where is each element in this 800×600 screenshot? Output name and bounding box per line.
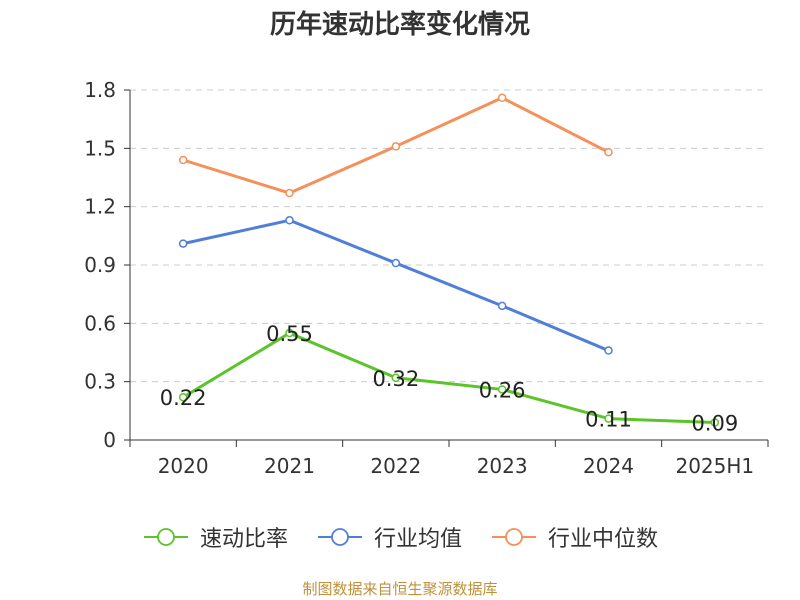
data-point bbox=[391, 373, 401, 383]
data-point bbox=[604, 414, 613, 423]
data-point bbox=[178, 239, 188, 248]
data-point bbox=[497, 385, 507, 394]
legend-label: 速动比率 bbox=[199, 527, 288, 552]
data-label: 0.11 bbox=[585, 408, 632, 432]
y-tick-label: 0 bbox=[103, 428, 116, 452]
legend: 速动比率 行业均值 行业中位数 bbox=[0, 519, 800, 555]
series-line-0 bbox=[182, 331, 715, 424]
series-line-1 bbox=[182, 218, 610, 352]
source-footer: 制图数据来自恒生聚源数据库 bbox=[302, 580, 498, 598]
data-point bbox=[604, 147, 613, 157]
axes: 0 0.3 0.6 0.9 1.2 1.5 1.8 2020 2021 2022 2023 2024 2… bbox=[84, 78, 769, 478]
x-tick-label: 2021 bbox=[264, 454, 315, 478]
data-point bbox=[178, 155, 188, 165]
data-point bbox=[391, 142, 401, 151]
x-tick-label: 2025H1 bbox=[675, 454, 754, 478]
x-tick-label: 2024 bbox=[583, 454, 634, 478]
data-point bbox=[497, 301, 507, 311]
legend-item[interactable]: 行业均值 bbox=[316, 521, 462, 553]
data-label: 0.32 bbox=[372, 367, 419, 391]
x-tick-label: 2020 bbox=[158, 454, 209, 478]
data-point bbox=[178, 392, 188, 402]
y-tick-label: 1.5 bbox=[84, 136, 116, 160]
data-point bbox=[604, 346, 613, 355]
data-point bbox=[391, 258, 401, 268]
series-lines bbox=[178, 93, 720, 427]
data-point bbox=[285, 188, 294, 198]
data-label: 0.22 bbox=[160, 386, 207, 410]
legend-item[interactable]: 速动比率 bbox=[142, 521, 288, 553]
legend-marker-icon bbox=[492, 528, 536, 546]
legend-circle bbox=[505, 528, 523, 546]
data-point bbox=[497, 93, 507, 103]
data-label: 0.09 bbox=[691, 412, 738, 436]
chart-title: 历年速动比率变化情况 bbox=[269, 10, 530, 40]
legend-item[interactable]: 行业中位数 bbox=[490, 521, 658, 553]
y-tick-label: 0.3 bbox=[84, 370, 116, 394]
y-tick-label: 1.2 bbox=[84, 195, 116, 219]
data-point bbox=[285, 216, 294, 225]
data-label: 0.26 bbox=[479, 378, 526, 402]
legend-label: 行业中位数 bbox=[548, 527, 659, 552]
legend-circle bbox=[157, 528, 175, 546]
data-point bbox=[285, 328, 294, 338]
grid-lines bbox=[130, 89, 768, 383]
x-tick-label: 2023 bbox=[477, 454, 528, 478]
data-point bbox=[710, 418, 720, 427]
x-tick-label: 2022 bbox=[370, 454, 421, 478]
legend-marker-icon bbox=[317, 528, 362, 546]
data-labels: 0.22 0.55 0.32 0.26 0.11 0.09 bbox=[160, 322, 738, 435]
y-tick-label: 1.8 bbox=[84, 78, 116, 102]
legend-label: 行业均值 bbox=[373, 527, 462, 552]
data-label: 0.55 bbox=[266, 322, 313, 346]
y-tick-label: 0.6 bbox=[84, 311, 116, 335]
legend-circle bbox=[331, 528, 349, 546]
y-tick-label: 0.9 bbox=[84, 253, 116, 277]
legend-marker-icon bbox=[143, 528, 188, 546]
